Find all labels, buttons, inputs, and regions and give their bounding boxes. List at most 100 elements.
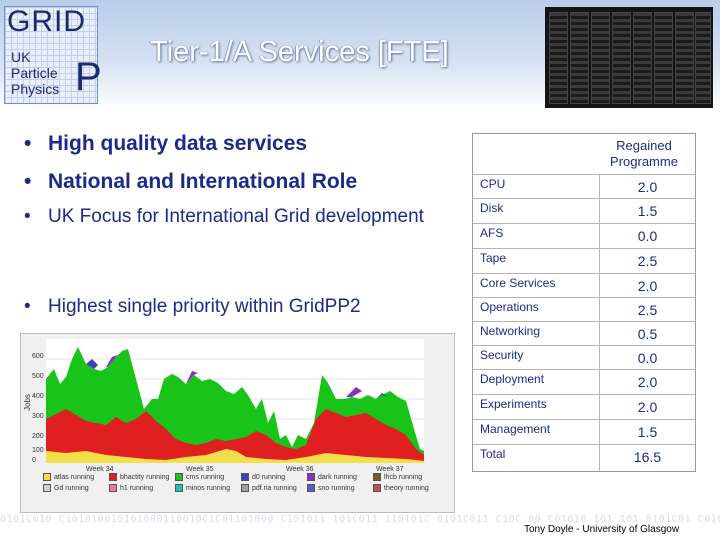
legend-swatch — [241, 473, 249, 481]
legend-label: Gd running — [54, 484, 89, 492]
area-bhactity-running — [46, 409, 424, 463]
legend-item: minos running — [175, 484, 230, 492]
row-label: Deployment — [480, 372, 545, 386]
legend-label: pdf.ria running — [252, 484, 297, 492]
legend-swatch — [373, 484, 381, 492]
x-tick: Week 37 — [376, 466, 404, 473]
x-tick: Week 36 — [286, 466, 314, 473]
row-value: 1.5 — [637, 203, 658, 219]
chart-y-label: Jobs — [23, 394, 32, 411]
bullet-item: • UK Focus for International Grid develo… — [24, 206, 424, 227]
x-tick: Week 35 — [186, 466, 214, 473]
table-row: Security 0.0 — [473, 345, 695, 370]
bullet-item: • Highest single priority within GridPP2 — [24, 296, 361, 317]
table-row: Total 16.5 — [473, 444, 695, 469]
legend-label: sno running — [318, 484, 355, 492]
legend-label: cms running — [186, 473, 225, 481]
row-label: Networking — [480, 324, 541, 338]
row-value: 2.0 — [637, 179, 658, 195]
legend-item: pdf.ria running — [241, 484, 297, 492]
y-tick: 600 — [32, 353, 44, 360]
legend-swatch — [307, 473, 315, 481]
chart-plot-area: 600 500 400 300 200 100 0 Week 34 Week 3… — [32, 339, 424, 473]
table-row: Tape 2.5 — [473, 248, 695, 273]
legend-label: theory running — [384, 484, 429, 492]
server-room-photo — [545, 7, 713, 108]
table-divider — [599, 174, 600, 471]
legend-label: lhcb running — [384, 473, 423, 481]
y-tick: 0 — [32, 457, 36, 464]
bullet-item: • National and International Role — [24, 170, 358, 193]
table-row: Experiments 2.0 — [473, 394, 695, 419]
y-tick: 100 — [32, 447, 44, 454]
row-label: Tape — [480, 251, 507, 265]
table-header: Regained Programme — [473, 134, 695, 174]
legend-swatch — [241, 484, 249, 492]
y-tick: 300 — [32, 413, 44, 420]
row-value: 2.5 — [637, 302, 658, 318]
legend-item: Gd running — [43, 484, 89, 492]
legend-label: h1 running — [120, 484, 154, 492]
legend-swatch — [43, 473, 51, 481]
table-row: Management 1.5 — [473, 419, 695, 444]
table-row: Core Services 2.0 — [473, 273, 695, 298]
table-row: Deployment 2.0 — [473, 369, 695, 394]
x-tick: Week 34 — [86, 466, 114, 473]
table-row: Networking 0.5 — [473, 321, 695, 346]
column-header-regained: Regained Programme — [610, 138, 678, 169]
row-value: 0.0 — [637, 350, 658, 366]
logo-line-particle: Particle — [11, 65, 58, 81]
table-row: Operations 2.5 — [473, 297, 695, 322]
legend-swatch — [307, 484, 315, 492]
gridpp-logo: GRID P UK Particle Physics — [4, 5, 102, 104]
legend-item: theory running — [373, 484, 429, 492]
row-label: CPU — [480, 177, 506, 191]
row-value: 1.5 — [637, 424, 658, 440]
y-tick: 200 — [32, 433, 44, 440]
legend-swatch — [373, 473, 381, 481]
row-label: AFS — [480, 226, 504, 240]
logo-p-text: P — [75, 55, 102, 99]
row-label: Experiments — [480, 397, 547, 411]
table-row: CPU 2.0 — [473, 174, 695, 199]
slide-title: Tier-1/A Services [FTE] — [150, 36, 449, 68]
table-row: Disk 1.5 — [473, 198, 695, 223]
row-label: Disk — [480, 201, 504, 215]
fte-table: Regained Programme CPU 2.0 Disk 1.5 AFS 0.0 Ta… — [472, 133, 696, 472]
legend-item: d0 running — [241, 473, 285, 481]
logo-grid-text: GRID — [7, 5, 86, 38]
logo-line-uk: UK — [11, 49, 31, 65]
legend-label: minos running — [186, 484, 230, 492]
row-label: Management — [480, 422, 551, 436]
legend-label: bhactity running — [120, 473, 170, 481]
legend-swatch — [175, 484, 183, 492]
legend-item: dark running — [307, 473, 357, 481]
legend-item: atlas running — [43, 473, 94, 481]
legend-item: h1 running — [109, 484, 153, 492]
y-tick: 500 — [32, 373, 44, 380]
y-tick: 400 — [32, 393, 44, 400]
legend-swatch — [109, 473, 117, 481]
legend-swatch — [109, 484, 117, 492]
row-value: 2.0 — [637, 399, 658, 415]
row-label: Security — [480, 348, 524, 362]
binary-decoration: 0101C010 C101010010101000110010C1C011010… — [0, 514, 720, 525]
legend-swatch — [175, 473, 183, 481]
row-label: Total — [480, 447, 506, 461]
legend-item: lhcb running — [373, 473, 422, 481]
bullet-item: • High quality data services — [24, 132, 308, 155]
row-value: 16.5 — [633, 449, 662, 465]
logo-line-physics: Physics — [11, 81, 60, 97]
jobs-chart: Jobs 600 500 400 300 200 100 0 Week 34 W… — [20, 333, 455, 513]
area-atlas-running — [46, 449, 424, 463]
footer-credit: Tony Doyle - University of Glasgow — [522, 524, 682, 535]
legend-item: sno running — [307, 484, 355, 492]
row-value: 2.0 — [637, 278, 658, 294]
row-value: 0.0 — [637, 228, 658, 244]
legend-label: d0 running — [252, 473, 286, 481]
row-value: 2.5 — [637, 253, 658, 269]
table-row: AFS 0.0 — [473, 223, 695, 248]
chart-areas — [46, 347, 424, 463]
legend-label: atlas running — [54, 473, 95, 481]
legend-swatch — [43, 484, 51, 492]
